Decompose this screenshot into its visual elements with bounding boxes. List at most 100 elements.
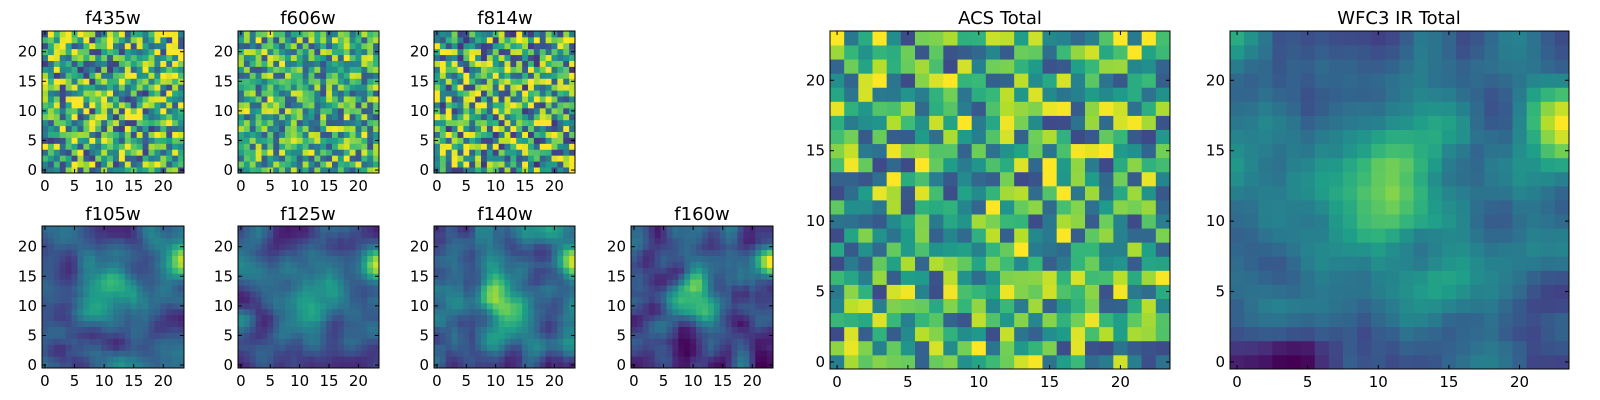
heat-cell xyxy=(113,90,120,97)
heat-cell xyxy=(172,96,179,103)
heat-cell xyxy=(124,255,132,262)
heat-cell xyxy=(314,320,321,327)
heat-cell xyxy=(302,302,309,310)
heat-cell xyxy=(551,125,558,132)
heat-cell xyxy=(178,36,185,44)
heat-cell xyxy=(47,125,55,132)
heat-cell xyxy=(337,119,345,127)
heat-cell xyxy=(533,143,541,150)
heat-cell xyxy=(65,66,72,73)
heat-cell xyxy=(707,237,715,245)
heat-cell xyxy=(59,90,67,97)
heat-cell xyxy=(510,249,517,256)
heat-cell xyxy=(249,78,257,85)
heat-cell xyxy=(872,59,888,74)
heat-cell xyxy=(172,291,179,298)
heat-cell xyxy=(302,308,309,316)
heat-cell xyxy=(355,119,362,127)
heat-cell xyxy=(943,200,958,215)
heat-cell xyxy=(719,243,727,251)
heat-cell xyxy=(142,143,149,150)
heat-cell xyxy=(326,90,333,97)
heat-cell xyxy=(89,131,96,138)
heat-cell xyxy=(249,31,257,38)
heat-cell xyxy=(59,356,67,363)
heat-cell xyxy=(528,107,535,115)
heat-cell xyxy=(130,96,138,103)
heat-cell xyxy=(469,72,476,79)
heat-cell xyxy=(749,350,756,357)
heat-cell xyxy=(1113,256,1128,271)
heat-cell xyxy=(53,243,61,251)
heat-cell xyxy=(243,131,251,138)
heat-cell xyxy=(77,131,84,138)
heat-cell xyxy=(539,107,547,115)
heat-cell xyxy=(522,231,529,239)
heat-cell xyxy=(498,167,505,174)
heat-cell xyxy=(118,350,126,357)
heat-cell xyxy=(463,279,470,286)
heat-cell xyxy=(113,320,120,327)
heat-cell xyxy=(343,42,351,50)
heat-cell xyxy=(660,338,667,345)
heat-cell xyxy=(557,267,564,274)
heat-cell xyxy=(504,167,511,174)
heat-cell xyxy=(569,255,576,262)
heat-cell xyxy=(445,297,453,304)
heat-cell xyxy=(267,48,274,56)
heat-cell xyxy=(516,161,523,168)
heat-cell xyxy=(463,255,470,262)
heat-cell xyxy=(136,31,143,38)
heat-cell xyxy=(702,291,709,298)
heat-cell xyxy=(915,87,930,102)
heat-cell xyxy=(1113,129,1128,145)
heat-cell xyxy=(47,237,55,245)
heat-cell xyxy=(985,87,1001,102)
heat-cell xyxy=(172,356,179,363)
heat-cell xyxy=(59,66,67,73)
heat-cell xyxy=(113,125,120,132)
heat-cell xyxy=(124,226,132,233)
heat-cell xyxy=(249,155,257,162)
heat-cell xyxy=(1000,298,1015,314)
heat-cell xyxy=(702,308,709,316)
heat-cell xyxy=(761,320,768,327)
heat-cell xyxy=(1014,157,1029,173)
heat-cell xyxy=(713,297,721,304)
heat-cell xyxy=(320,125,327,132)
heat-cell xyxy=(872,256,888,271)
heat-cell xyxy=(702,279,709,286)
heat-cell xyxy=(702,362,709,369)
heat-cell xyxy=(434,267,441,274)
heat-cell xyxy=(707,338,715,345)
heat-cell xyxy=(1328,312,1344,328)
heat-cell xyxy=(279,297,286,304)
heat-cell xyxy=(314,273,321,280)
heat-cell xyxy=(1056,354,1072,370)
heat-cell xyxy=(684,255,691,262)
heat-cell xyxy=(118,137,126,144)
heat-cell xyxy=(118,356,126,363)
heat-cell xyxy=(148,231,155,239)
heat-cell xyxy=(42,143,49,150)
heat-cell xyxy=(124,78,132,85)
heat-cell xyxy=(1014,284,1029,299)
heat-cell xyxy=(516,350,523,357)
heat-cell xyxy=(445,96,453,103)
heat-cell xyxy=(320,297,327,304)
heat-cell xyxy=(124,237,132,245)
heat-cell xyxy=(337,350,345,357)
heat-cell xyxy=(457,143,464,150)
heat-cell xyxy=(290,155,298,162)
heat-cell xyxy=(290,261,298,268)
heat-cell xyxy=(900,101,916,116)
heat-cell xyxy=(678,255,685,262)
heat-cell xyxy=(1056,200,1072,215)
heat-cell xyxy=(320,249,327,256)
heat-cell xyxy=(326,338,333,345)
heat-cell xyxy=(296,326,304,333)
heat-cell xyxy=(349,78,356,85)
heat-cell xyxy=(107,36,114,44)
heat-cell xyxy=(463,291,470,298)
heat-cell xyxy=(654,273,661,280)
